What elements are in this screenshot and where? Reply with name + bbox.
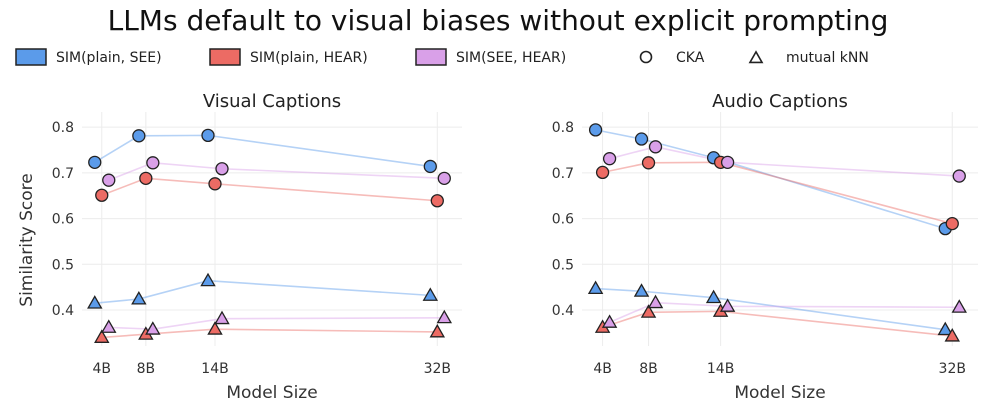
y-tick-label: 0.4 <box>552 303 574 319</box>
chart-visual-captions: Visual Captions 0.4 0.5 0.6 0.7 0.8 4B 8B 14B 32B… <box>17 91 462 403</box>
data-point-sim-plain-hear-cka <box>208 177 222 191</box>
legend-circle-marker <box>639 50 653 64</box>
data-point-sim-see-hear-knn <box>601 314 618 328</box>
y-tick-label: 0.8 <box>552 120 574 136</box>
data-point-sim-plain-see-knn <box>633 283 650 297</box>
series-line-sim-see-hear-cka <box>108 161 445 181</box>
series-line-sim-plain-hear-cka <box>602 161 953 225</box>
legend-label-cka: CKA <box>676 50 705 66</box>
series-line-sim-plain-see-cka <box>595 129 946 230</box>
figure-title: LLMs default to visual biases without ex… <box>108 4 889 37</box>
data-point-sim-plain-see-cka <box>88 155 102 169</box>
x-tick-label: 4B <box>93 361 112 377</box>
chart-title: Visual Captions <box>203 91 341 112</box>
x-tick-label: 14B <box>201 361 228 377</box>
data-point-sim-see-hear-cka <box>952 169 966 183</box>
data-point-sim-plain-see-knn <box>131 291 147 305</box>
data-point-sim-plain-hear-cka <box>95 188 109 202</box>
legend-label-mutual-knn: mutual kNN <box>786 50 869 66</box>
y-tick-label: 0.7 <box>52 166 74 182</box>
data-point-sim-plain-see-cka <box>634 132 649 146</box>
x-tick-label: 32B <box>424 361 451 377</box>
y-tick-label: 0.6 <box>552 212 574 228</box>
data-point-sim-plain-hear-knn <box>94 329 110 343</box>
data-point-sim-plain-hear-cka <box>139 171 153 185</box>
data-point-sim-see-hear-cka <box>102 173 116 187</box>
data-point-sim-plain-hear-knn <box>207 321 223 335</box>
data-point-sim-plain-see-cka <box>132 129 146 143</box>
chart-audio-captions: Audio Captions 0.4 0.5 0.6 0.7 0.8 4B 8B 14B 32B M… <box>552 91 978 403</box>
series-line-sim-see-hear-knn <box>609 301 960 324</box>
data-point-sim-plain-hear-knn <box>640 304 657 318</box>
legend-swatch-sim-plain-see <box>15 48 47 66</box>
data-point-sim-see-hear-knn <box>214 310 230 325</box>
data-point-sim-see-hear-knn <box>951 299 967 313</box>
series-line-sim-see-hear-cka <box>609 145 960 177</box>
x-tick-label: 8B <box>639 361 658 377</box>
y-axis-label: Similarity Score <box>17 173 37 306</box>
data-point-sim-see-hear-knn <box>145 321 161 335</box>
legend-swatch-sim-plain-hear <box>209 48 241 66</box>
x-axis-label: Model Size <box>734 383 825 403</box>
data-point-sim-plain-hear-cka <box>641 156 656 170</box>
data-point-sim-see-hear-knn <box>647 294 664 309</box>
data-point-sim-see-hear-knn <box>101 319 117 333</box>
data-point-sim-see-hear-cka <box>146 156 160 170</box>
series-line-sim-see-hear-knn <box>108 316 445 331</box>
series-line-sim-plain-hear-cka <box>101 177 438 202</box>
legend-label-sim-see-hear: SIM(SEE, HEAR) <box>456 50 566 66</box>
data-point-sim-see-hear-cka <box>720 155 735 169</box>
y-tick-label: 0.6 <box>52 212 74 228</box>
data-point-sim-plain-hear-cka <box>595 165 610 180</box>
x-axis-label: Model Size <box>226 383 317 403</box>
y-tick-label: 0.4 <box>52 303 74 319</box>
series-line-sim-plain-see-knn <box>595 287 946 331</box>
data-point-sim-plain-see-cka <box>423 159 437 174</box>
data-point-sim-plain-see-knn <box>705 289 722 304</box>
data-point-sim-see-hear-knn <box>436 309 453 324</box>
data-point-sim-plain-see-knn <box>422 287 439 301</box>
series-line-sim-plain-see-knn <box>94 279 431 304</box>
x-tick-label: 8B <box>137 361 156 377</box>
legend-label-sim-plain-see: SIM(plain, SEE) <box>56 50 162 66</box>
data-point-sim-plain-see-knn <box>937 321 953 336</box>
y-tick-label: 0.7 <box>552 166 574 182</box>
chart-title: Audio Captions <box>712 91 848 112</box>
data-point-sim-plain-see-knn <box>587 280 604 295</box>
data-point-sim-plain-hear-knn <box>944 328 960 342</box>
data-point-sim-see-hear-cka <box>648 140 663 154</box>
data-point-sim-see-hear-cka <box>437 171 451 185</box>
y-tick-label: 0.5 <box>52 257 74 273</box>
data-point-sim-plain-see-cka <box>588 123 603 137</box>
y-tick-label: 0.5 <box>552 257 574 273</box>
data-point-sim-see-hear-cka <box>602 152 617 166</box>
data-point-sim-plain-see-knn <box>200 272 216 287</box>
x-tick-label: 14B <box>707 361 734 377</box>
legend-swatch-sim-see-hear <box>415 48 447 66</box>
legend-label-sim-plain-hear: SIM(plain, HEAR) <box>250 50 368 66</box>
data-point-sim-see-hear-knn <box>719 298 736 312</box>
series-line-sim-plain-hear-knn <box>602 310 953 337</box>
data-point-sim-plain-hear-knn <box>429 323 446 338</box>
data-point-sim-plain-hear-cka <box>430 194 444 208</box>
data-point-sim-plain-hear-cka <box>945 216 959 231</box>
series-line-sim-plain-hear-knn <box>101 328 438 339</box>
legend-triangle-marker <box>748 50 764 64</box>
data-point-sim-plain-see-cka <box>201 128 215 143</box>
x-tick-label: 4B <box>593 361 612 377</box>
y-tick-label: 0.8 <box>52 120 74 136</box>
data-point-sim-see-hear-cka <box>215 162 229 176</box>
legend: SIM(plain, SEE) SIM(plain, HEAR) SIM(SEE, … <box>15 48 869 66</box>
data-point-sim-plain-see-knn <box>87 295 103 309</box>
x-tick-label: 32B <box>939 361 966 377</box>
series-line-sim-plain-see-cka <box>94 134 431 168</box>
